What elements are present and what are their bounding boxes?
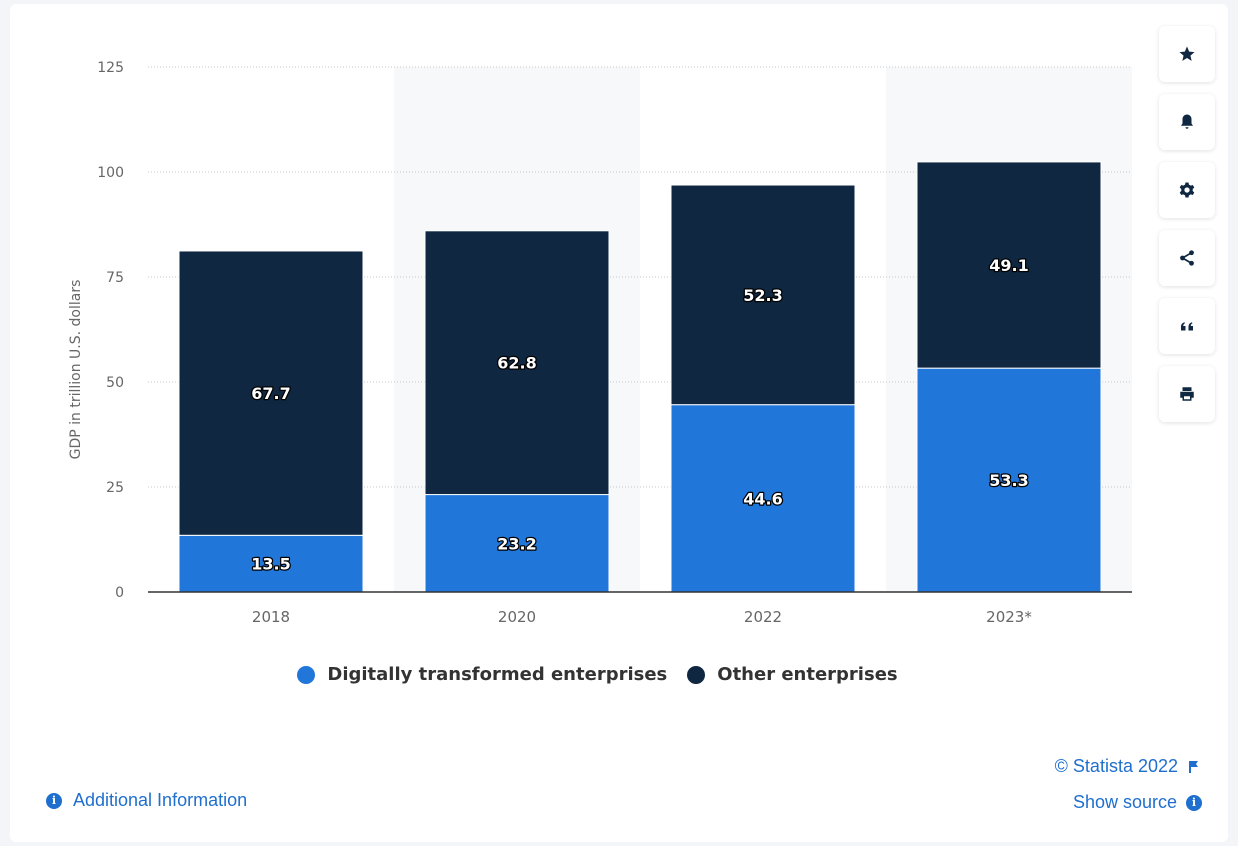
x-tick-label: 2022 bbox=[744, 608, 782, 626]
gear-icon bbox=[1179, 182, 1195, 198]
bar-other bbox=[916, 161, 1102, 369]
print-icon bbox=[1180, 387, 1194, 401]
source-info-icon: i bbox=[1186, 794, 1202, 811]
cite-button[interactable] bbox=[1159, 298, 1215, 354]
y-tick-label: 75 bbox=[106, 270, 124, 286]
y-tick-label: 0 bbox=[115, 585, 124, 601]
bar-other bbox=[670, 184, 856, 406]
legend-item-other[interactable]: Other enterprises bbox=[687, 664, 898, 685]
star-icon bbox=[1179, 46, 1195, 61]
additional-information-link[interactable]: i Additional Information bbox=[46, 790, 247, 811]
legend-label-other: Other enterprises bbox=[717, 664, 898, 685]
data-label: 53.3 bbox=[989, 471, 1028, 490]
data-label: 23.2 bbox=[497, 534, 536, 553]
bell-icon bbox=[1181, 114, 1193, 129]
favorite-button[interactable] bbox=[1159, 26, 1215, 82]
data-label: 13.5 bbox=[251, 555, 290, 574]
bar-digital bbox=[178, 534, 364, 593]
bar-digital bbox=[670, 404, 856, 593]
settings-button[interactable] bbox=[1159, 162, 1215, 218]
additional-information-label: Additional Information bbox=[73, 790, 248, 810]
copyright-link[interactable]: © Statista 2022 bbox=[1055, 756, 1200, 777]
data-label: 44.6 bbox=[743, 489, 782, 508]
x-tick-label: 2018 bbox=[252, 608, 290, 626]
bar-other bbox=[424, 230, 610, 496]
legend-label-digital: Digitally transformed enterprises bbox=[327, 664, 668, 685]
legend-item-digital[interactable]: Digitally transformed enterprises bbox=[297, 664, 667, 685]
notification-button[interactable] bbox=[1159, 94, 1215, 150]
bar-other bbox=[178, 250, 364, 536]
quote-icon bbox=[1181, 322, 1193, 331]
flag-icon bbox=[1189, 760, 1198, 773]
legend-dot-digital bbox=[297, 665, 316, 684]
data-label: 49.1 bbox=[989, 256, 1028, 275]
show-source-label: Show source bbox=[1072, 792, 1177, 812]
chart-legend: Digitally transformed enterprises Other … bbox=[0, 664, 1195, 685]
y-tick-label: 25 bbox=[106, 480, 124, 496]
bar-digital bbox=[424, 494, 610, 593]
x-tick-label: 2020 bbox=[498, 608, 536, 626]
share-icon bbox=[1180, 250, 1194, 266]
x-tick-label: 2023* bbox=[986, 608, 1032, 626]
copyright-label: © Statista 2022 bbox=[1054, 756, 1178, 776]
data-label: 62.8 bbox=[497, 354, 536, 373]
bar-digital bbox=[916, 367, 1102, 593]
y-tick-label: 50 bbox=[106, 375, 124, 391]
data-label: 67.7 bbox=[251, 384, 290, 403]
share-button[interactable] bbox=[1159, 230, 1215, 286]
data-label: 52.3 bbox=[743, 286, 782, 305]
y-axis-title: GDP in trillion U.S. dollars bbox=[68, 280, 84, 460]
y-tick-label: 125 bbox=[97, 60, 124, 76]
print-button[interactable] bbox=[1159, 366, 1215, 422]
y-tick-label: 100 bbox=[97, 165, 124, 181]
legend-dot-other bbox=[687, 665, 706, 684]
info-icon: i bbox=[46, 792, 62, 809]
show-source-link[interactable]: Show source i bbox=[1073, 792, 1202, 813]
